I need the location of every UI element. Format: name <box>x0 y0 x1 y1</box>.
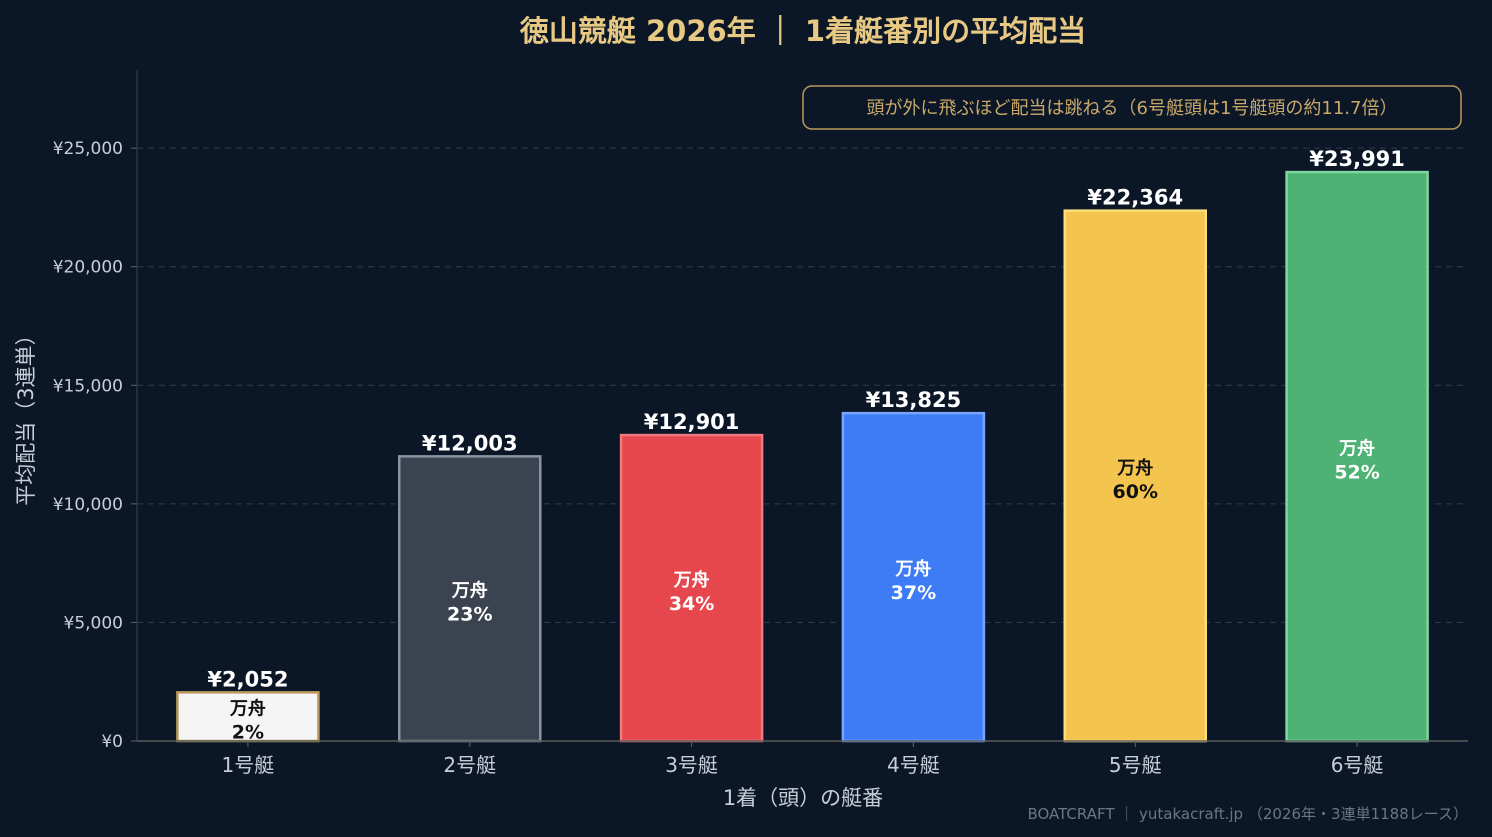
x-tick-label: 3号艇 <box>665 753 718 777</box>
bar-inner-percent: 52% <box>1334 462 1379 484</box>
bar-value-label: ¥22,364 <box>1087 186 1183 210</box>
bar-inner-percent: 34% <box>669 593 714 615</box>
x-tick-label: 5号艇 <box>1109 753 1162 777</box>
bar-value-label: ¥23,991 <box>1309 147 1405 171</box>
bar-value-label: ¥12,901 <box>644 410 740 434</box>
x-tick-label: 4号艇 <box>887 753 940 777</box>
footer-credit: BOATCRAFT ｜ yutakacraft.jp （2026年・3連単118… <box>1027 805 1468 823</box>
bar <box>619 433 764 743</box>
bar-inner-title: 万舟 <box>1338 438 1375 460</box>
chart-title: 徳山競艇 2026年 ｜ 1着艇番別の平均配当 <box>519 14 1086 48</box>
bar-inner-title: 万舟 <box>894 558 931 580</box>
annotation-text: 頭が外に飛ぶほど配当は跳ねる（6号艇頭は1号艇頭の約11.7倍） <box>867 98 1398 119</box>
bar-inner-percent: 37% <box>891 582 936 604</box>
y-axis-ticks: ¥0 ¥5,000 ¥10,000 ¥15,000 ¥20,000 ¥25,000 <box>53 139 137 752</box>
x-axis-ticks: 1号艇 2号艇 3号艇 4号艇 5号艇 6号艇 <box>222 741 1384 777</box>
y-tick-label: ¥10,000 <box>53 495 123 515</box>
bar-inner-title: 万舟 <box>451 580 488 602</box>
x-tick-label: 2号艇 <box>443 753 496 777</box>
x-tick-label: 1号艇 <box>222 753 275 777</box>
x-axis-label: 1着（頭）の艇番 <box>723 786 883 810</box>
gridlines <box>137 147 1468 623</box>
bar-inner-title: 万舟 <box>229 698 266 720</box>
annotation-border <box>802 85 1462 130</box>
x-tick-label: 6号艇 <box>1331 753 1384 777</box>
bar-value-label: ¥2,052 <box>207 667 288 691</box>
y-tick-label: ¥25,000 <box>53 139 123 159</box>
y-axis-label: 平均配当（3連単） <box>14 324 38 505</box>
bar-inner-percent: 2% <box>232 722 264 744</box>
y-tick-label: ¥20,000 <box>53 258 123 278</box>
bar-inner-percent: 60% <box>1113 481 1158 503</box>
bar <box>176 691 320 743</box>
bar-inner-title: 万舟 <box>1116 457 1153 479</box>
bar <box>398 455 542 743</box>
bar-inner-title: 万舟 <box>673 569 710 591</box>
y-tick-label: ¥5,000 <box>64 613 123 633</box>
y-tick-label: ¥0 <box>101 732 123 752</box>
y-tick-label: ¥15,000 <box>53 376 123 396</box>
bar <box>841 411 986 743</box>
annotation-box: 頭が外に飛ぶほど配当は跳ねる（6号艇頭は1号艇頭の約11.7倍） <box>802 85 1462 130</box>
bars: ¥2,052万舟2%¥12,003万舟23%¥12,901万舟34%¥13,82… <box>176 147 1429 744</box>
bar-value-label: ¥13,825 <box>866 388 962 412</box>
bar-inner-percent: 23% <box>447 604 492 626</box>
bar-value-label: ¥12,003 <box>422 431 518 455</box>
